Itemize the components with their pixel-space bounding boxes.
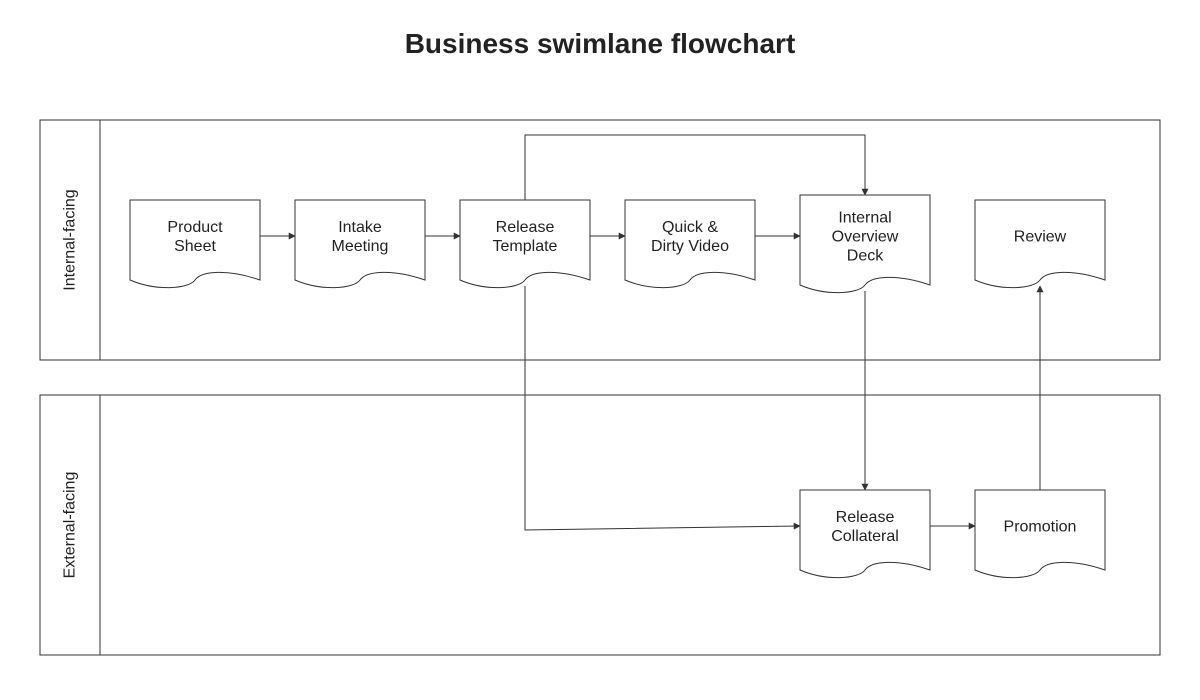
node-release-template: ReleaseTemplate xyxy=(460,200,590,288)
node-label-promotion: Promotion xyxy=(1004,519,1077,536)
lane-label-internal: Internal-facing xyxy=(62,189,79,290)
node-quick-dirty: Quick &Dirty Video xyxy=(625,200,755,288)
node-label-review: Review xyxy=(1014,229,1067,246)
node-intake-meeting: IntakeMeeting xyxy=(295,200,425,288)
node-promotion: Promotion xyxy=(975,490,1105,578)
node-review: Review xyxy=(975,200,1105,288)
edge xyxy=(525,135,865,200)
lane-label-external: External-facing xyxy=(62,472,79,579)
node-overview-deck: InternalOverviewDeck xyxy=(800,195,930,293)
edge xyxy=(525,286,800,530)
swimlane-diagram: Internal-facing External-facing ProductShe… xyxy=(0,0,1200,700)
node-release-collateral: ReleaseCollateral xyxy=(800,490,930,578)
node-product-sheet: ProductSheet xyxy=(130,200,260,288)
